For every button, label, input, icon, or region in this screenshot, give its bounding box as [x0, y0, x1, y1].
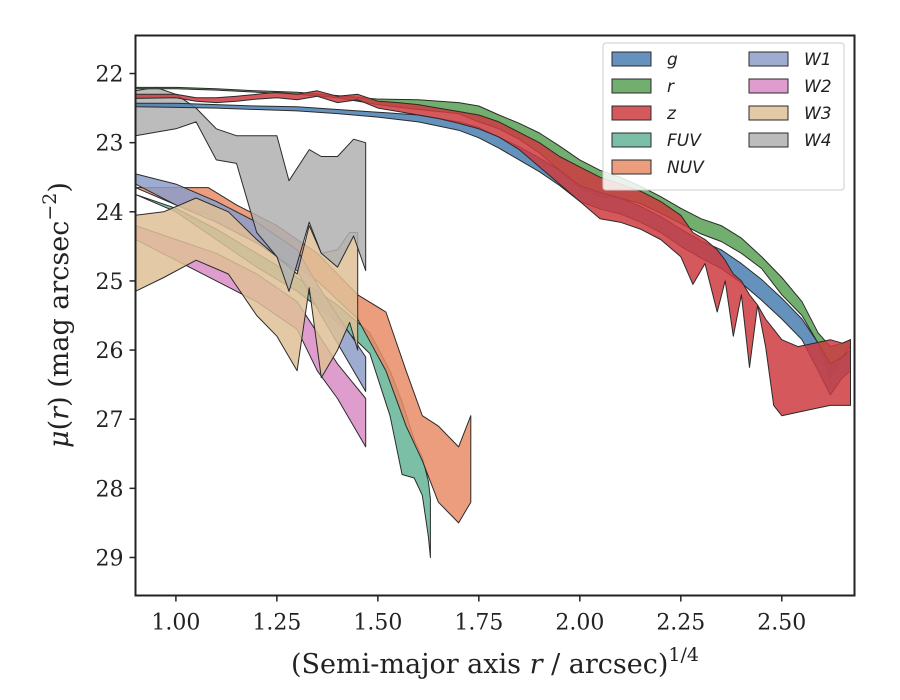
legend-label: FUV: [667, 131, 702, 151]
y-tick-label: 27: [96, 408, 124, 433]
profile-bands: [135, 86, 851, 558]
legend-label: W4: [804, 131, 832, 151]
legend-item-nuv: NUV: [611, 158, 705, 178]
x-axis-label: (Semi-major axis r / arcsec)1/4: [291, 644, 699, 680]
legend-item-z: z: [611, 104, 677, 124]
legend-swatch: [748, 51, 789, 67]
legend-item-w2: W2: [748, 77, 832, 97]
y-tick-label: 24: [96, 201, 124, 226]
legend-label: W1: [804, 50, 832, 70]
x-tick-label: 1.00: [151, 611, 200, 636]
legend-item-g: g: [611, 50, 678, 70]
legend-swatch: [611, 51, 652, 67]
y-tick-label: 28: [96, 477, 124, 502]
legend-item-w4: W4: [748, 131, 832, 151]
x-tick-label: 1.50: [353, 611, 402, 636]
legend-item-w1: W1: [748, 50, 832, 70]
legend-item-fuv: FUV: [611, 131, 702, 151]
legend-label: W2: [804, 77, 832, 97]
legend-item-r: r: [611, 77, 675, 97]
x-tick-label: 1.75: [454, 611, 503, 636]
y-tick-label: 22: [96, 63, 124, 88]
y-tick-label: 26: [96, 339, 124, 364]
band-w3: [135, 197, 359, 379]
y-tick-label: 29: [96, 546, 124, 571]
band-w4: [135, 86, 367, 292]
legend-swatch: [611, 105, 652, 121]
x-tick-label: 2.00: [555, 611, 604, 636]
y-tick-label: 23: [96, 132, 124, 157]
legend-label: W3: [804, 104, 832, 124]
x-tick-label: 1.25: [252, 611, 301, 636]
legend-label: g: [667, 50, 678, 70]
y-tick-label: 25: [96, 270, 124, 295]
legend-label: r: [667, 77, 675, 97]
y-axis-ticks: 22 23 24 25 26 27 28 29: [96, 63, 136, 571]
legend-label: NUV: [667, 158, 705, 178]
x-tick-label: 2.50: [757, 611, 806, 636]
legend-swatch: [748, 132, 789, 148]
legend-swatch: [748, 78, 789, 94]
x-tick-label: 2.25: [656, 611, 705, 636]
x-axis-ticks: 1.00 1.25 1.50 1.75 2.00 2.25 2.50: [151, 595, 806, 636]
plot-frame: [134, 34, 856, 597]
y-axis-label: μ(r) (mag arcsec−2): [39, 182, 75, 448]
legend-swatch: [611, 159, 652, 175]
legend-swatch: [611, 132, 652, 148]
legend-swatch: [611, 78, 652, 94]
legend-swatch: [748, 105, 789, 121]
legend-item-w3: W3: [748, 104, 832, 124]
band-z: [135, 90, 851, 417]
legend: grz FUV NUV W1 W2 W3 W4: [602, 42, 845, 191]
legend-label: z: [666, 104, 677, 124]
